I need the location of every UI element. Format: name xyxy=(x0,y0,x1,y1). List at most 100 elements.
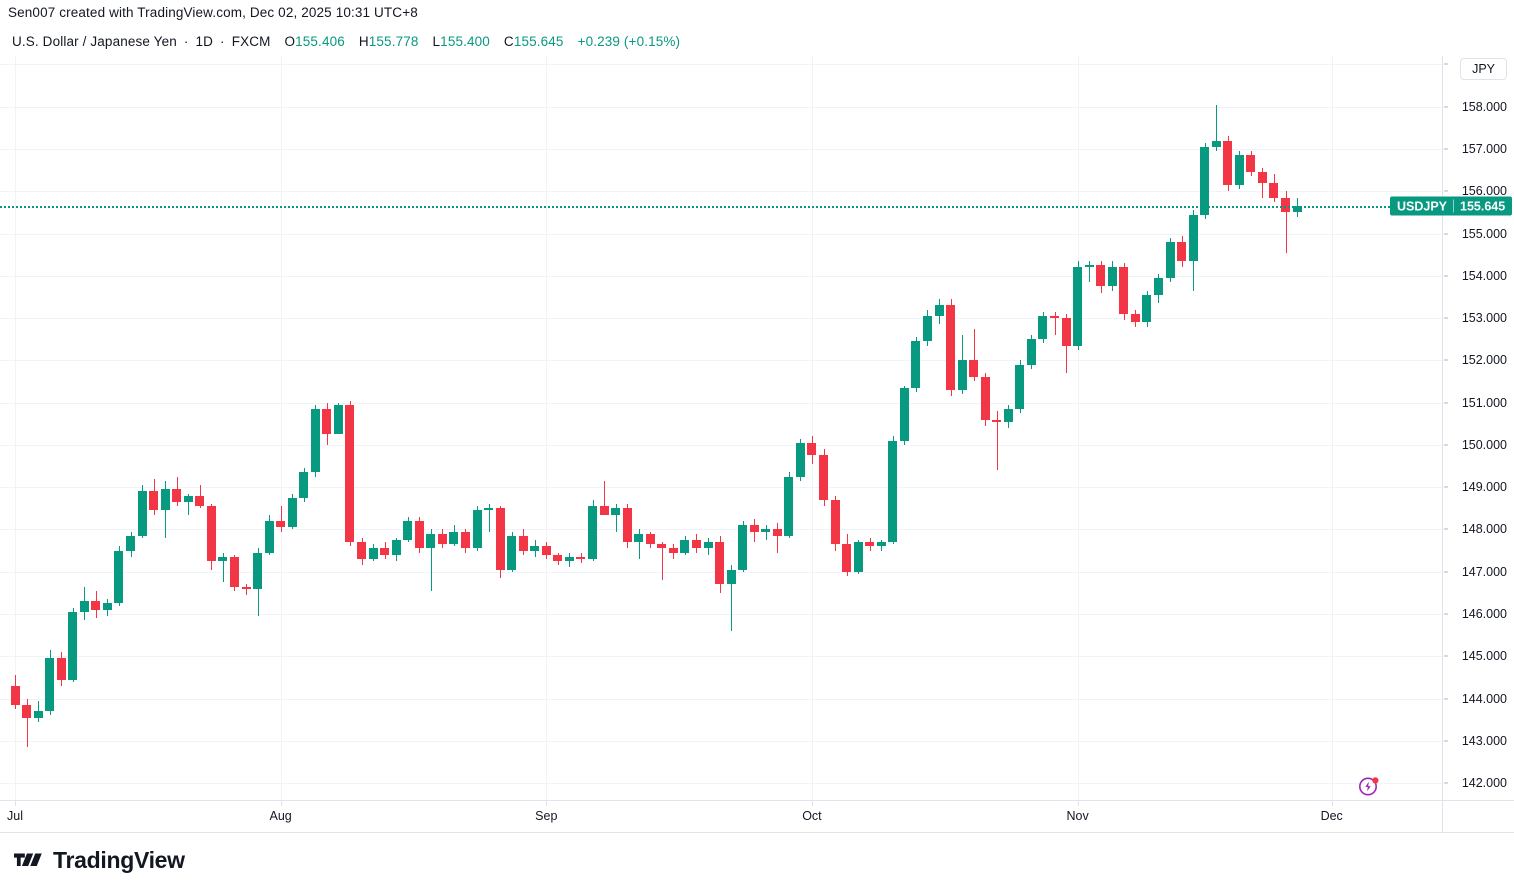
candle-body xyxy=(241,586,251,589)
legend-low-value: 155.400 xyxy=(440,34,490,49)
candle-body xyxy=(865,542,875,547)
price-tick-mark xyxy=(1444,275,1448,277)
candle-body xyxy=(333,404,343,435)
candle-body xyxy=(934,305,944,316)
candle-body xyxy=(969,360,979,378)
legend-separator-1: · xyxy=(183,34,189,49)
time-tick-mark xyxy=(280,801,282,806)
candle-wick xyxy=(777,523,778,553)
candle-body xyxy=(449,531,459,545)
candle-wick xyxy=(246,584,247,595)
candle-body xyxy=(576,556,586,560)
price-tick-mark xyxy=(1444,740,1448,742)
candle-body xyxy=(1061,318,1071,346)
candle-body xyxy=(299,472,309,498)
time-tick-label: Jul xyxy=(7,809,23,823)
candle-wick xyxy=(1089,261,1090,283)
tradingview-logo[interactable]: TradingView xyxy=(14,847,185,874)
legend-interval[interactable]: 1D xyxy=(195,34,214,49)
candle-body xyxy=(657,544,667,549)
candle-body xyxy=(819,455,828,500)
candle-wick xyxy=(997,411,998,471)
time-axis[interactable]: Jul Aug Sep Oct Nov Dec xyxy=(0,800,1442,833)
last-price-symbol: USDJPY xyxy=(1397,199,1448,214)
price-tick-label: 158.000 xyxy=(1461,99,1507,114)
price-tick-label: 149.000 xyxy=(1461,480,1507,495)
candle-body xyxy=(622,508,632,543)
candle-body xyxy=(1223,140,1233,185)
price-axis[interactable]: JPY 159.000158.000157.000156.000155.0001… xyxy=(1442,56,1514,800)
currency-badge: JPY xyxy=(1460,58,1507,80)
candle-wick xyxy=(974,328,975,382)
candle-body xyxy=(229,556,239,587)
candle-body xyxy=(380,548,390,555)
candle-body xyxy=(183,495,193,502)
candle-body xyxy=(79,601,89,612)
candle-body xyxy=(149,491,159,511)
gridline-horizontal xyxy=(0,149,1442,150)
candle-body xyxy=(391,540,401,555)
gridline-horizontal xyxy=(0,614,1442,615)
legend-close-value: 155.645 xyxy=(513,34,564,49)
candle-body xyxy=(68,611,78,680)
candle-body xyxy=(1142,294,1152,323)
candle-body xyxy=(1084,265,1094,268)
last-price-value: 155.645 xyxy=(1460,199,1506,214)
candle-body xyxy=(541,546,551,555)
time-tick-mark xyxy=(546,801,548,806)
candle-body xyxy=(1292,206,1302,213)
time-tick-mark xyxy=(811,801,813,806)
attribution-text: Sen007 created with TradingView.com, Dec… xyxy=(8,5,418,20)
legend-low-key: L xyxy=(432,34,441,49)
price-tick-label: 156.000 xyxy=(1461,184,1507,199)
candle-body xyxy=(957,360,967,390)
candlestick-chart-canvas[interactable] xyxy=(0,56,1442,800)
last-price-tag[interactable]: USDJPY 155.645 xyxy=(1390,196,1513,216)
price-tick-mark xyxy=(1444,698,1448,700)
candle-body xyxy=(264,521,274,553)
candle-body xyxy=(1050,315,1059,319)
lightning-alert-icon[interactable] xyxy=(1357,774,1381,798)
candle-body xyxy=(807,442,817,456)
candle-body xyxy=(495,508,505,570)
time-tick-label: Oct xyxy=(802,809,822,823)
gridline-vertical xyxy=(546,56,548,800)
candle-body xyxy=(22,704,32,718)
price-tick-mark xyxy=(1444,359,1448,361)
candle-body xyxy=(611,508,621,515)
price-tick-mark xyxy=(1444,486,1448,488)
gridline-horizontal xyxy=(0,106,1442,108)
candle-body xyxy=(1177,242,1187,262)
candle-body xyxy=(357,542,366,560)
candle-body xyxy=(853,542,863,572)
legend-close-key: C xyxy=(503,34,514,49)
candle-body xyxy=(1211,140,1221,147)
candle-body xyxy=(1107,267,1117,287)
candle-body xyxy=(218,556,228,562)
candle-wick xyxy=(616,504,617,532)
candle-body xyxy=(518,535,528,551)
legend-symbol-name[interactable]: U.S. Dollar / Japanese Yen xyxy=(12,34,177,49)
candle-wick xyxy=(639,529,640,560)
candle-wick xyxy=(188,493,189,515)
candle-body xyxy=(726,569,736,585)
legend-exchange: FXCM xyxy=(231,34,271,49)
legend-change-value: +0.239 (+0.15%) xyxy=(577,34,681,49)
price-tick-label: 148.000 xyxy=(1461,522,1507,537)
candle-body xyxy=(472,510,482,549)
gridline-horizontal xyxy=(0,402,1442,404)
candle-wick xyxy=(766,525,767,540)
candle-body xyxy=(564,556,574,562)
candle-body xyxy=(1153,277,1163,295)
candle-body xyxy=(888,440,898,543)
gridline-horizontal xyxy=(0,740,1442,742)
price-tick-label: 146.000 xyxy=(1461,607,1507,621)
candle-body xyxy=(507,535,517,570)
candle-wick xyxy=(281,506,282,532)
candle-body xyxy=(715,542,725,585)
candle-body xyxy=(634,533,644,543)
gridline-horizontal xyxy=(0,783,1442,785)
price-tick-mark xyxy=(1444,528,1448,530)
price-tick-mark xyxy=(1444,613,1448,615)
